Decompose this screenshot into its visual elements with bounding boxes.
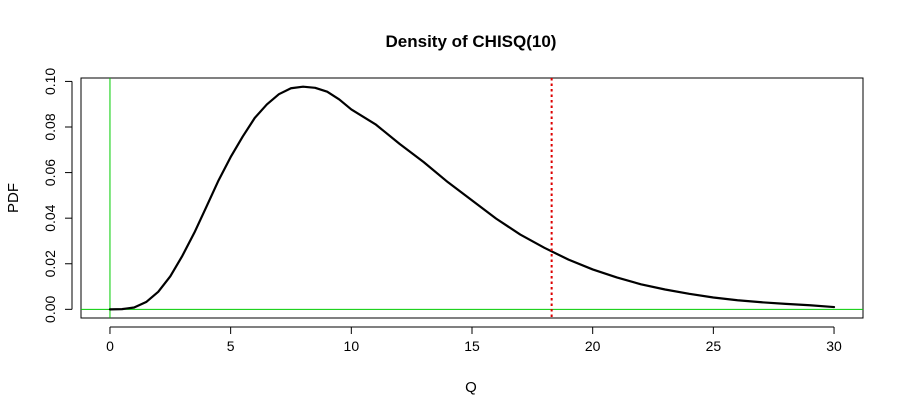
x-tick-label: 20 (585, 338, 601, 354)
y-tick-label: 0.06 (42, 159, 58, 186)
x-tick-label: 5 (227, 338, 235, 354)
density-curve (108, 85, 836, 311)
plot-area (81, 78, 863, 318)
x-tick-label: 25 (706, 338, 722, 354)
x-tick-label: 0 (106, 338, 114, 354)
x-axis: 0 5 10 15 20 25 30 (106, 326, 842, 354)
y-tick-label: 0.08 (42, 113, 58, 140)
y-tick-label: 0.02 (42, 250, 58, 277)
x-tick-label: 10 (344, 338, 360, 354)
y-tick-label: 0.00 (42, 296, 58, 323)
y-axis: 0.00 0.02 0.04 0.06 0.08 0.10 (42, 68, 73, 323)
y-tick-label: 0.10 (42, 68, 58, 95)
x-tick-label: 15 (464, 338, 480, 354)
plot-box (80, 77, 864, 319)
x-axis-label: Q (465, 379, 477, 396)
chart-title: Density of CHISQ(10) (386, 32, 557, 51)
x-tick-label: 30 (826, 338, 842, 354)
y-axis-label: PDF (5, 183, 22, 213)
y-tick-label: 0.04 (42, 204, 58, 231)
